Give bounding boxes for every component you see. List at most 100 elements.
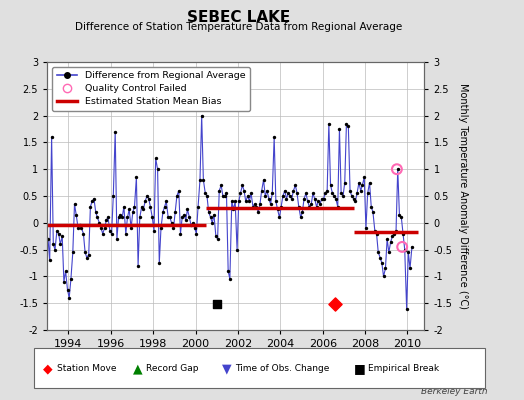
Point xyxy=(84,252,93,258)
Point xyxy=(154,166,162,172)
Point xyxy=(72,212,80,218)
Point xyxy=(180,212,188,218)
Point xyxy=(289,188,298,194)
Point xyxy=(303,198,312,204)
Point xyxy=(254,209,263,215)
Point xyxy=(69,249,77,256)
Point xyxy=(344,123,353,130)
Point xyxy=(111,128,119,135)
Point xyxy=(319,196,328,202)
Point xyxy=(201,190,210,196)
Point xyxy=(88,198,96,204)
Point xyxy=(341,179,349,186)
Point xyxy=(400,246,409,253)
Point xyxy=(402,305,411,312)
Point xyxy=(206,214,215,221)
Point xyxy=(182,217,190,223)
Point xyxy=(123,214,132,221)
Point xyxy=(204,209,213,215)
Point xyxy=(128,209,137,215)
Point xyxy=(70,201,79,207)
Point xyxy=(224,268,232,274)
Point xyxy=(173,193,181,199)
Point xyxy=(148,214,157,221)
Point xyxy=(116,212,125,218)
Point xyxy=(171,209,179,215)
Point xyxy=(279,193,287,199)
Point xyxy=(130,204,139,210)
Point xyxy=(240,188,248,194)
Point xyxy=(314,198,322,204)
Point xyxy=(392,166,401,172)
Point xyxy=(268,190,277,196)
Point xyxy=(114,214,123,221)
Point xyxy=(46,257,54,264)
Point xyxy=(215,188,223,194)
Point xyxy=(265,196,273,202)
Point xyxy=(212,233,220,239)
Point xyxy=(221,193,229,199)
Point xyxy=(351,198,359,204)
Point xyxy=(169,225,178,231)
Point xyxy=(199,177,208,183)
Point xyxy=(136,214,144,221)
Point xyxy=(364,190,372,196)
Point xyxy=(247,190,255,196)
Point xyxy=(157,225,165,231)
Point xyxy=(286,193,294,199)
Point xyxy=(92,209,100,215)
Point xyxy=(284,190,292,196)
Point xyxy=(379,273,388,280)
Point xyxy=(252,204,260,210)
Point xyxy=(60,278,68,285)
Point xyxy=(192,230,201,237)
Point xyxy=(58,233,67,239)
Point xyxy=(307,201,315,207)
Point xyxy=(67,276,75,282)
Point xyxy=(160,204,169,210)
Point xyxy=(213,301,221,308)
Point xyxy=(65,295,73,301)
Point xyxy=(56,241,64,248)
Point xyxy=(238,182,247,188)
Point xyxy=(293,190,301,196)
Point xyxy=(189,220,197,226)
Point xyxy=(122,230,130,237)
Point xyxy=(370,228,379,234)
Point xyxy=(159,209,167,215)
Point xyxy=(74,225,82,231)
Point xyxy=(280,188,289,194)
Point xyxy=(63,286,72,293)
Point xyxy=(233,246,241,253)
Point xyxy=(106,228,114,234)
Point xyxy=(245,198,254,204)
Point xyxy=(330,193,339,199)
Point xyxy=(376,254,384,261)
Point xyxy=(99,230,107,237)
Point xyxy=(381,265,390,272)
Point xyxy=(358,182,366,188)
Point xyxy=(132,174,140,180)
Point xyxy=(226,276,234,282)
Point xyxy=(219,193,227,199)
Point xyxy=(369,209,377,215)
Text: Record Gap: Record Gap xyxy=(146,364,198,373)
Point xyxy=(397,214,406,221)
Point xyxy=(297,214,305,221)
Point xyxy=(398,244,407,250)
Point xyxy=(196,177,204,183)
Point xyxy=(78,225,86,231)
Point xyxy=(194,204,202,210)
Point xyxy=(339,193,347,199)
Point xyxy=(383,236,391,242)
Point xyxy=(191,225,199,231)
Text: ▼: ▼ xyxy=(222,362,231,375)
Point xyxy=(256,201,264,207)
Point xyxy=(395,212,403,218)
Point xyxy=(288,196,296,202)
Point xyxy=(331,301,340,308)
Point xyxy=(392,228,400,234)
Point xyxy=(178,214,187,221)
Point xyxy=(332,196,340,202)
Point xyxy=(318,196,326,202)
